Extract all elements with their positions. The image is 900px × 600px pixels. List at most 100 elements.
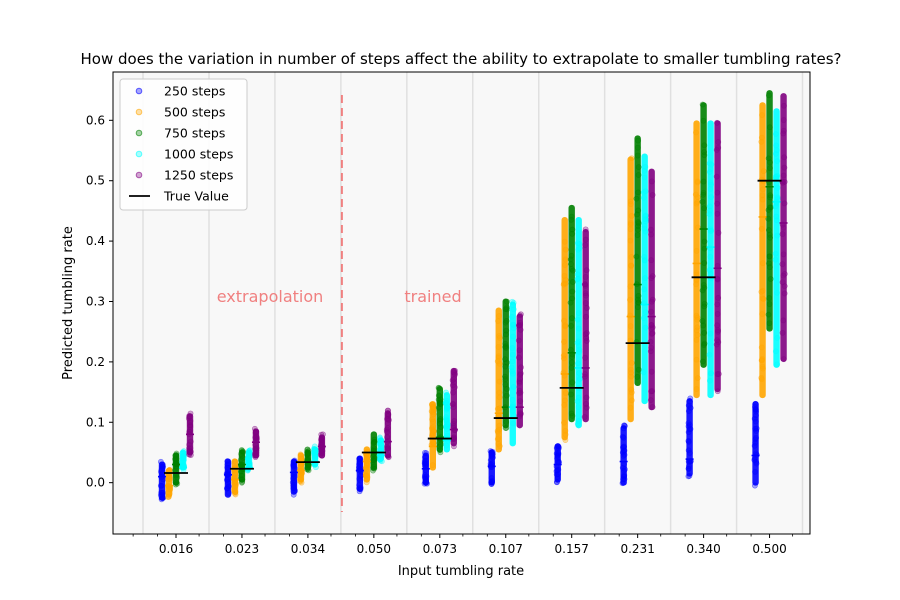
data-point	[363, 455, 370, 462]
data-point	[649, 178, 655, 185]
data-point	[574, 316, 581, 323]
data-point	[759, 295, 766, 302]
data-point	[180, 453, 187, 459]
data-point	[635, 207, 642, 214]
data-point	[774, 289, 780, 296]
data-point	[291, 485, 298, 491]
data-point	[780, 130, 787, 137]
data-point	[700, 117, 707, 124]
data-point	[225, 480, 231, 487]
x-tick-label: 0.050	[357, 542, 391, 556]
data-point	[781, 154, 788, 161]
data-point	[385, 413, 391, 420]
data-point	[708, 370, 715, 377]
data-point	[714, 388, 721, 395]
data-point	[627, 221, 634, 228]
x-tick-label: 0.034	[291, 542, 325, 556]
data-point	[377, 456, 384, 463]
data-point	[518, 364, 524, 371]
data-point	[312, 447, 319, 454]
data-point	[509, 358, 516, 365]
data-point	[628, 155, 635, 162]
data-point	[253, 445, 260, 451]
data-point	[450, 369, 457, 376]
data-point	[582, 236, 589, 243]
data-point	[568, 322, 574, 329]
data-point	[450, 434, 457, 441]
data-point	[694, 178, 701, 185]
data-point	[759, 186, 766, 193]
x-tick-label: 0.231	[620, 542, 654, 556]
data-point	[779, 261, 786, 268]
legend-label-true-value: True Value	[163, 189, 229, 204]
chart-title: How does the variation in number of step…	[81, 50, 842, 68]
data-point	[693, 269, 700, 276]
data-point	[567, 256, 574, 263]
data-point	[495, 318, 501, 324]
data-point	[385, 425, 391, 432]
data-point	[582, 300, 589, 306]
data-point	[693, 386, 700, 392]
legend-label: 1000 steps	[164, 147, 233, 162]
data-point	[714, 311, 721, 317]
data-point	[442, 400, 449, 407]
data-point	[298, 456, 305, 462]
data-point	[451, 443, 457, 450]
data-point	[569, 354, 576, 360]
data-point	[780, 272, 787, 279]
data-point	[700, 282, 707, 288]
data-point	[635, 219, 642, 225]
data-point	[560, 281, 567, 288]
data-point	[224, 464, 231, 471]
data-point	[715, 229, 722, 236]
data-point	[648, 344, 655, 351]
data-point	[583, 404, 590, 411]
data-point	[628, 369, 635, 376]
data-point	[772, 250, 779, 257]
data-point	[430, 428, 437, 435]
data-point	[239, 447, 245, 454]
data-point	[707, 186, 714, 192]
data-point	[779, 279, 786, 286]
data-point	[707, 227, 714, 234]
data-point	[363, 479, 370, 486]
data-point	[510, 420, 516, 427]
data-point	[687, 395, 694, 402]
data-point	[759, 196, 766, 203]
data-point	[510, 384, 517, 390]
data-point	[774, 194, 781, 201]
data-point	[627, 283, 634, 290]
data-point	[628, 254, 635, 260]
data-point	[562, 397, 568, 404]
data-point-band	[627, 156, 634, 423]
data-point	[621, 476, 628, 483]
data-point	[700, 191, 707, 198]
data-point	[635, 189, 642, 196]
data-point	[561, 238, 568, 245]
data-point	[773, 142, 779, 149]
data-point	[224, 476, 231, 482]
data-point-band	[686, 398, 693, 477]
data-point	[699, 318, 706, 324]
data-point	[494, 358, 501, 365]
data-point	[450, 376, 457, 382]
series-layer	[157, 90, 788, 503]
data-point	[423, 454, 429, 461]
data-point	[166, 466, 173, 473]
data-point	[781, 164, 788, 171]
data-point	[582, 281, 588, 288]
data-point	[759, 363, 766, 370]
y-tick-label: 0.2	[86, 355, 105, 369]
data-point	[648, 257, 655, 264]
data-point-band	[714, 120, 721, 393]
data-point	[562, 256, 569, 263]
data-point	[569, 230, 576, 237]
data-point	[502, 319, 509, 326]
data-point	[751, 457, 758, 464]
data-point	[635, 299, 642, 306]
data-point	[583, 330, 590, 336]
data-point	[641, 174, 648, 181]
data-point	[714, 200, 721, 207]
data-point	[706, 203, 713, 210]
data-point	[496, 389, 503, 396]
